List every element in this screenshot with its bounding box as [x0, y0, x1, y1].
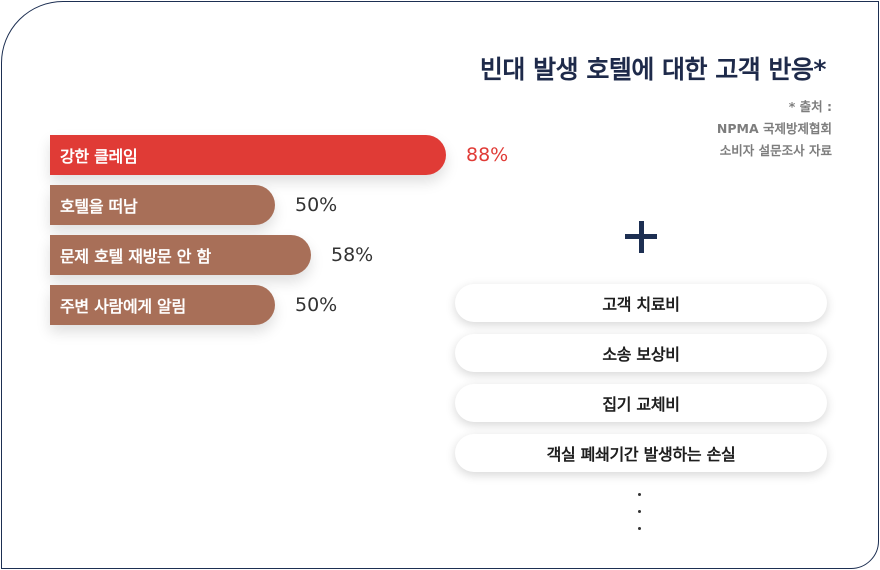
plus-icon [625, 221, 657, 253]
source-line-3: 소비자 설문조사 자료 [719, 143, 832, 158]
cost-item-treatment: 고객 치료비 [455, 284, 827, 322]
cost-item-lawsuit: 소송 보상비 [455, 334, 827, 372]
bar-value-1: 50% [295, 194, 338, 216]
bar-label-2: 문제 호텔 재방문 안 함 [60, 247, 211, 266]
bar-3: 주변 사람에게 알림 [50, 285, 275, 325]
bar-0: 강한 클레임 [50, 135, 446, 175]
bar-label-0: 강한 클레임 [60, 147, 138, 166]
bar-chart: 강한 클레임 88% 호텔을 떠남 50% 문제 호텔 재방문 안 함 58% 주변 사람에… [2, 2, 508, 342]
chart-title: 빈대 발생 호텔에 대한 고객 반응* [479, 55, 827, 84]
bar-1: 호텔을 떠남 [50, 185, 275, 225]
cost-item-closure-loss: 객실 폐쇄기간 발생하는 손실 [455, 434, 827, 472]
bar-label-3: 주변 사람에게 알림 [60, 297, 186, 316]
bar-label-1: 호텔을 떠남 [60, 197, 138, 216]
bar-value-3: 50% [295, 294, 338, 316]
source-note: * 출처 : NPMA 국제방제협회 소비자 설문조사 자료 [632, 96, 832, 162]
bar-value-0: 88% [466, 144, 509, 166]
bar-value-2: 58% [331, 244, 374, 266]
source-line-1: * 출처 : [788, 99, 832, 114]
vertical-ellipsis-icon [638, 490, 644, 536]
cost-item-furniture: 집기 교체비 [455, 384, 827, 422]
cost-list: 고객 치료비 소송 보상비 집기 교체비 객실 폐쇄기간 발생하는 손실 [455, 284, 827, 484]
source-line-2: NPMA 국제방제협회 [716, 121, 832, 136]
bar-2: 문제 호텔 재방문 안 함 [50, 235, 311, 275]
